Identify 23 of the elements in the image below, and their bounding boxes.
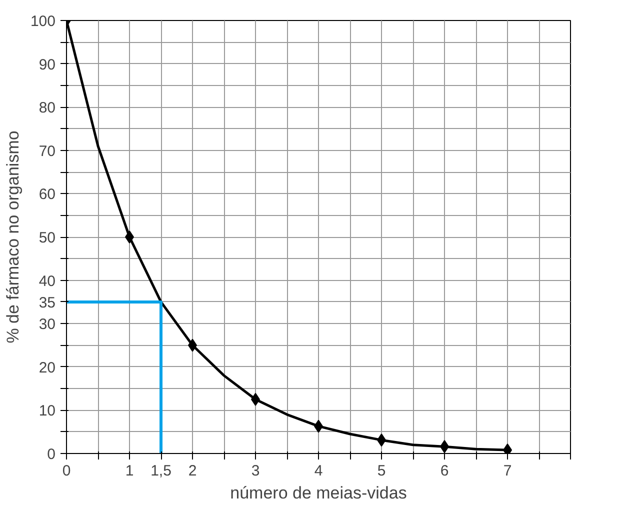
y-tick-label: 80 (38, 100, 56, 117)
x-tick-label: 0 (62, 462, 71, 480)
y-tick-label: 20 (38, 359, 56, 376)
y-tick-label: 100 (30, 13, 56, 30)
x-tick-label: 3 (251, 462, 260, 480)
x-tick-label: 4 (314, 462, 323, 480)
y-tick-label: 70 (38, 142, 56, 160)
x-tick-label: 1 (125, 462, 134, 480)
y-tick-label: 30 (38, 316, 56, 334)
y-tick-label: 35 (38, 294, 56, 312)
x-tick-label: 7 (503, 462, 512, 480)
x-tick-label: 1,5 (150, 462, 172, 480)
x-axis-title: número de meias-vidas (230, 484, 407, 502)
y-tick-label: 60 (38, 186, 56, 204)
y-tick-label: 10 (38, 402, 56, 420)
y-tick-label: 0 (47, 446, 56, 463)
y-axis-title: % de fármaco no organismo (3, 130, 22, 344)
y-tick-label: 90 (38, 56, 56, 74)
x-tick-label: 5 (377, 462, 386, 480)
y-tick-label: 40 (38, 272, 56, 290)
y-tick-label: 50 (38, 230, 56, 246)
x-tick-label: 6 (440, 462, 449, 480)
x-tick-label: 2 (188, 462, 197, 480)
